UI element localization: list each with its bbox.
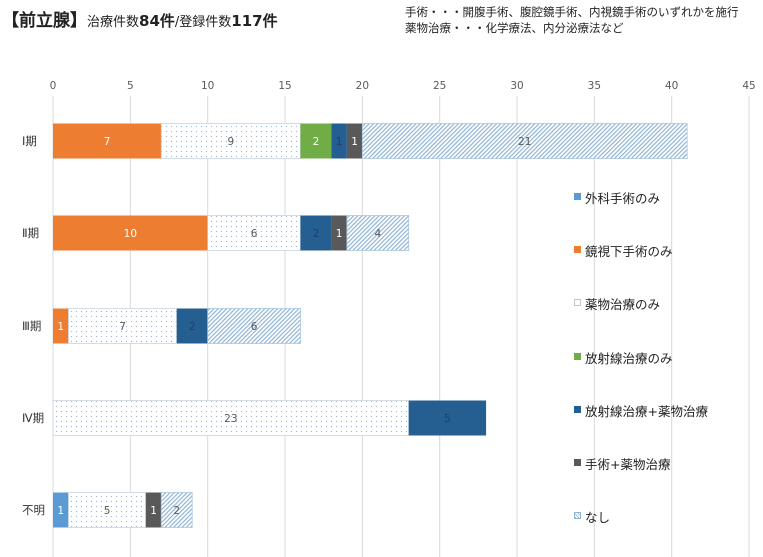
note-surgery: 手術・・・開腹手術、腹腔鏡手術、内視鏡手術のいずれかを施行 — [405, 5, 739, 19]
x-tick-label: 15 — [278, 80, 291, 92]
chart-title: 【前立腺】治療件数84件/登録件数117件 — [2, 6, 278, 31]
legend-label: 外科手術のみ — [585, 191, 661, 206]
legend-item: 放射線治療+薬物治療 — [574, 401, 708, 419]
data-label: 2 — [189, 321, 196, 333]
data-label: 1 — [336, 136, 343, 148]
bar-segment — [68, 308, 178, 344]
title-treat-count: 84件 — [139, 12, 175, 30]
legend-label: 鏡視下手術のみ — [585, 244, 673, 260]
notes: 手術・・・開腹手術、腹腔鏡手術、内視鏡手術のいずれかを施行 薬物治療・・・化学療… — [405, 4, 739, 36]
data-label: 21 — [518, 136, 531, 148]
data-label: 4 — [374, 228, 381, 240]
bar-segment — [346, 123, 363, 159]
title-reg-label: 登録件数 — [179, 15, 232, 30]
x-tick-label: 25 — [433, 80, 446, 92]
bars — [52, 123, 688, 528]
data-label: 23 — [224, 413, 237, 425]
data-label: 1 — [57, 505, 64, 517]
bar-segment — [408, 400, 487, 436]
data-label: 2 — [313, 228, 320, 240]
bar-segment — [300, 123, 332, 159]
legend-label: 薬物治療のみ — [585, 297, 661, 313]
data-label: 5 — [444, 413, 451, 425]
legend-item: 鏡視下手術のみ — [574, 241, 673, 260]
bar-segment — [53, 215, 208, 251]
bar-segment — [346, 215, 410, 251]
data-label: 10 — [124, 228, 137, 240]
x-tick-label: 40 — [665, 80, 678, 92]
bar-segment — [160, 492, 193, 528]
bar-segment — [160, 123, 301, 159]
legend-swatch — [574, 299, 581, 307]
x-tick-label: 0 — [50, 80, 57, 92]
bar-segment — [52, 400, 410, 436]
bar-segment — [207, 308, 301, 344]
legend-item: 外科手術のみ — [574, 188, 661, 206]
bar-segment — [145, 492, 162, 528]
data-label: 1 — [351, 136, 358, 148]
title-separator: / — [174, 15, 180, 30]
data-label: 1 — [150, 505, 157, 517]
bar-segment — [207, 215, 301, 251]
data-label: 7 — [104, 136, 111, 148]
legend-item: なし — [574, 507, 611, 526]
legend-label: 手術+薬物治療 — [585, 457, 671, 472]
data-label: 9 — [228, 136, 235, 148]
legend-swatch — [574, 459, 581, 466]
x-tick-label: 5 — [127, 80, 134, 92]
category-label: Ⅱ期 — [22, 226, 39, 240]
legend-label: 放射線治療+薬物治療 — [585, 403, 708, 419]
title-organ: 【前立腺】 — [2, 11, 87, 31]
bar-segment — [331, 123, 347, 159]
bar-segment — [53, 308, 69, 344]
data-label: 2 — [313, 136, 320, 148]
legend-item: 放射線治療のみ — [574, 348, 673, 366]
bar-segment — [53, 123, 162, 159]
category-label: 不明 — [22, 503, 45, 517]
legend-swatch — [574, 193, 581, 200]
data-label: 1 — [57, 321, 64, 333]
x-tick-label: 20 — [356, 80, 369, 92]
x-tick-labels: 0 5 10 15 20 25 30 35 40 45 — [50, 80, 756, 92]
title-treat-label: 治療件数 — [87, 15, 140, 30]
data-label: 7 — [119, 321, 126, 333]
data-label: 2 — [173, 505, 180, 517]
category-label: Ⅰ期 — [22, 134, 37, 148]
title-reg-count: 117件 — [231, 12, 278, 30]
bar-segment — [300, 215, 332, 251]
x-tick-label: 10 — [201, 80, 214, 92]
bar-segment — [176, 308, 208, 344]
x-tick-label: 35 — [588, 80, 601, 92]
data-label: 6 — [251, 321, 258, 333]
note-drug: 薬物治療・・・化学療法、内分泌療法など — [405, 21, 624, 35]
x-tick-label: 30 — [510, 80, 523, 92]
data-label: 5 — [104, 505, 111, 517]
legend-label: 放射線治療のみ — [585, 350, 673, 366]
x-tick-label: 45 — [742, 80, 755, 92]
legend-swatch — [574, 246, 581, 254]
legend-swatch — [574, 352, 581, 360]
bar-segment — [361, 123, 688, 159]
legend-label: なし — [585, 510, 611, 526]
bar-segment — [53, 492, 69, 528]
bar-segment — [331, 215, 347, 251]
legend-item: 薬物治療のみ — [574, 294, 661, 313]
legend-swatch — [574, 405, 581, 413]
legend-swatch — [574, 512, 581, 520]
category-label: Ⅳ期 — [22, 411, 44, 425]
legend-item: 手術+薬物治療 — [574, 454, 671, 472]
bar-segment — [68, 492, 147, 528]
data-label: 1 — [336, 228, 343, 240]
category-label: Ⅲ期 — [22, 319, 41, 333]
data-label: 6 — [251, 228, 258, 240]
